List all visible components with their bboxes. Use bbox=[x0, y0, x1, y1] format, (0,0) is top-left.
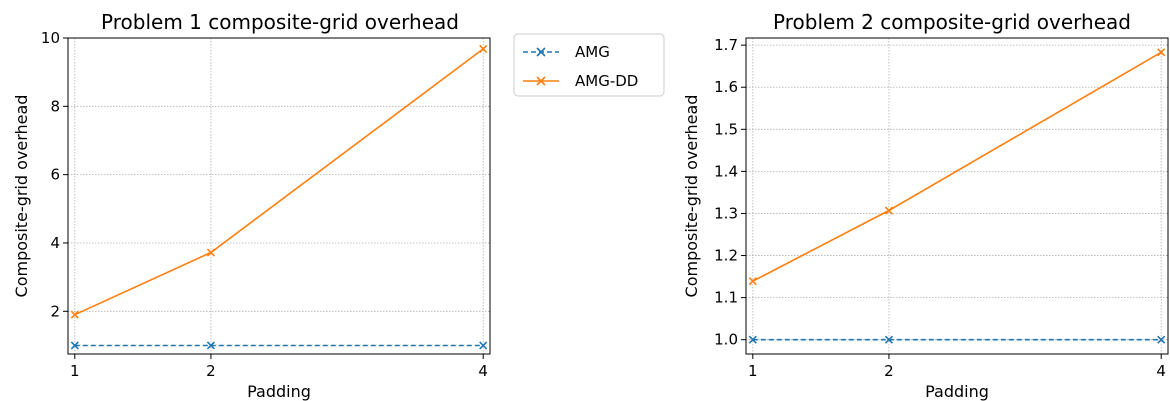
y-tick-label: 1.2 bbox=[714, 247, 738, 265]
data-point-amg bbox=[479, 341, 488, 350]
y-axis-label: Composite-grid overhead bbox=[12, 95, 31, 298]
legend-label-amg-dd: AMG-DD bbox=[575, 72, 638, 90]
x-tick-label: 2 bbox=[884, 362, 894, 380]
y-tick-label: 6 bbox=[50, 166, 60, 184]
y-tick-label: 1.1 bbox=[714, 289, 738, 307]
data-point-amg-dd bbox=[206, 248, 216, 257]
plot-frame bbox=[67, 37, 491, 355]
data-point-amg-dd bbox=[70, 310, 79, 319]
data-point-amg bbox=[206, 341, 216, 350]
plot-frame bbox=[745, 37, 1169, 355]
y-tick-label: 1.6 bbox=[714, 78, 738, 96]
data-point-amg-dd bbox=[748, 277, 757, 286]
x-tick-label: 4 bbox=[1156, 362, 1166, 380]
chart-title: Problem 1 composite-grid overhead bbox=[101, 10, 459, 34]
series-line-amg-dd bbox=[752, 51, 1162, 282]
x-tick-label: 1 bbox=[748, 362, 758, 380]
y-tick-label: 1.7 bbox=[714, 36, 738, 54]
y-tick-label: 2 bbox=[50, 302, 60, 320]
x-tick-label: 1 bbox=[70, 362, 80, 380]
y-tick-label: 4 bbox=[50, 234, 60, 252]
chart-problem-2: Problem 2 composite-grid overhead 1.0 1.1… bbox=[682, 10, 1169, 401]
x-tick-label: 4 bbox=[478, 362, 488, 380]
y-tick-label: 1.3 bbox=[714, 204, 738, 222]
data-point-amg-dd bbox=[479, 44, 488, 53]
legend-item-amg-dd: AMG-DD bbox=[523, 72, 638, 90]
legend-label-amg: AMG bbox=[575, 43, 610, 61]
data-point-amg-dd bbox=[1157, 48, 1166, 57]
y-tick-label: 1.5 bbox=[714, 120, 738, 138]
legend-marker-amg bbox=[536, 47, 546, 57]
legend-marker-amg-dd bbox=[536, 76, 546, 86]
legend: AMG AMG-DD bbox=[513, 33, 665, 97]
chart-title: Problem 2 composite-grid overhead bbox=[773, 10, 1131, 34]
x-axis-label: Padding bbox=[247, 382, 311, 401]
chart-problem-1: Problem 1 composite-grid overhead 2 4 6 8 10… bbox=[12, 10, 665, 401]
series-line-amg-dd bbox=[74, 48, 484, 316]
data-point-amg bbox=[884, 335, 894, 344]
y-tick-label: 8 bbox=[50, 97, 60, 115]
y-tick-label: 10 bbox=[41, 29, 60, 47]
x-tick-label: 2 bbox=[206, 362, 216, 380]
y-tick-label: 1.0 bbox=[714, 331, 738, 349]
y-axis-label: Composite-grid overhead bbox=[682, 95, 701, 298]
data-point-amg bbox=[1157, 335, 1166, 344]
data-point-amg-dd bbox=[884, 206, 894, 215]
x-axis-label: Padding bbox=[925, 382, 989, 401]
data-point-amg bbox=[70, 341, 79, 350]
data-point-amg bbox=[748, 335, 757, 344]
y-tick-label: 1.4 bbox=[714, 162, 738, 180]
legend-item-amg: AMG bbox=[523, 43, 610, 61]
